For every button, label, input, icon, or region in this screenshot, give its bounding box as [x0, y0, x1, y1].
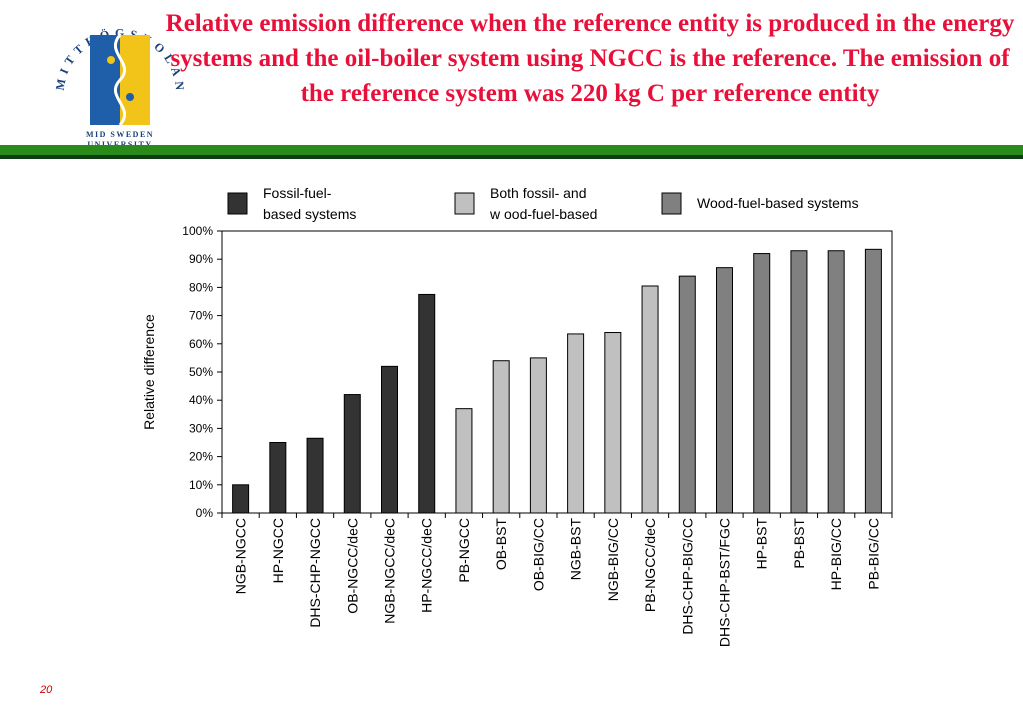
page-number: 20 [40, 684, 53, 696]
y-tick-label: 80% [189, 280, 213, 294]
x-axis: NGB-NGCC HP-NGCC DHS-CHP-NGCC OB-NGCC/deC NG… [221, 513, 893, 647]
bar-DHS-CHP-BIG/CC [678, 275, 696, 514]
plot-frame [221, 230, 893, 514]
bar-NGB-NGCC [232, 484, 250, 514]
bar-OB-NGCC/deC [343, 394, 361, 514]
y-axis: 0% 10% 20% 30% 40% 50% 60% 70% 80% 90% 100% [182, 224, 222, 520]
bar-HP-NGCC [269, 442, 287, 514]
y-tick-label: 30% [189, 421, 213, 435]
x-tick-label: PB-BIG/CC [865, 518, 881, 590]
bar-HP-NGCC/deC [418, 293, 436, 514]
x-tick-label: OB-BST [493, 518, 509, 571]
x-tick-label: HP-NGCC [270, 518, 286, 583]
x-tick-label: NGB-BST [568, 518, 584, 581]
bar-PB-BIG/CC [864, 248, 882, 514]
legend-label: w ood-fuel-based [489, 206, 597, 222]
legend-label: Fossil-fuel- [263, 185, 332, 201]
legend-label: Wood-fuel-based systems [697, 195, 859, 211]
header-rule-green [0, 145, 1023, 155]
x-tick-label: NGB-NGCC [233, 518, 249, 594]
bar-DHS-CHP-BST/FGC [716, 267, 733, 514]
x-tick-label: HP-BIG/CC [828, 518, 844, 590]
x-tick-label: PB-BST [791, 518, 807, 569]
y-axis-title: Relative difference [141, 314, 157, 430]
legend-swatch-fossil [227, 192, 248, 215]
y-tick-label: 100% [182, 224, 213, 238]
x-tick-label: DHS-CHP-BST/FGC [717, 518, 733, 647]
y-tick-label: 50% [189, 365, 213, 379]
x-tick-label: HP-BST [754, 518, 770, 570]
bar-PB-NGCC [455, 408, 473, 514]
logo-sub-line2: UNIVERSITY [87, 140, 152, 149]
bar-OB-BIG/CC [529, 357, 547, 514]
x-tick-label: DHS-CHP-BIG/CC [679, 518, 695, 635]
slide-title: Relative emission difference when the re… [165, 10, 1015, 107]
logo-sub-line1: MID SWEDEN [86, 130, 154, 139]
legend-swatch-wood [661, 192, 682, 215]
x-tick-label: OB-NGCC/deC [344, 518, 360, 614]
bar-PB-NGCC/deC [641, 285, 659, 514]
x-tick-label: OB-BIG/CC [530, 518, 546, 591]
y-tick-label: 40% [189, 393, 213, 407]
y-tick-label: 90% [189, 252, 213, 266]
y-tick-label: 10% [189, 478, 213, 492]
university-logo: MITTHÖGSKOLAN MID SWEDEN UNIVERSITY [53, 26, 183, 149]
bar-NGB-BST [567, 333, 585, 514]
x-tick-label: PB-NGCC/deC [642, 518, 658, 612]
bar-OB-BST [492, 360, 510, 514]
x-tick-label: DHS-CHP-NGCC [307, 518, 323, 628]
y-tick-label: 70% [189, 309, 213, 323]
legend: Fossil-fuel-based systems Both fossil- an… [227, 185, 859, 222]
x-tick-label: NGB-BIG/CC [605, 518, 621, 601]
bar-NGB-NGCC/deC [381, 365, 398, 514]
x-tick-label: NGB-NGCC/deC [382, 518, 398, 624]
x-tick-label: PB-NGCC [456, 518, 472, 583]
bar-DHS-CHP-NGCC [306, 437, 324, 514]
x-tick-label: HP-NGCC/deC [419, 518, 435, 613]
y-tick-label: 60% [189, 337, 213, 351]
bar-HP-BIG/CC [827, 250, 845, 514]
y-tick-label: 20% [189, 450, 213, 464]
legend-label: Both fossil- and [490, 185, 587, 201]
y-tick-label: 0% [196, 506, 214, 520]
bar-NGB-BIG/CC [604, 332, 622, 514]
legend-label: based systems [263, 206, 356, 222]
legend-swatch-both [454, 192, 475, 215]
header-rule-dark [0, 155, 1023, 159]
bar-PB-BST [790, 250, 808, 514]
bars [232, 248, 882, 514]
bar-HP-BST [753, 253, 771, 514]
